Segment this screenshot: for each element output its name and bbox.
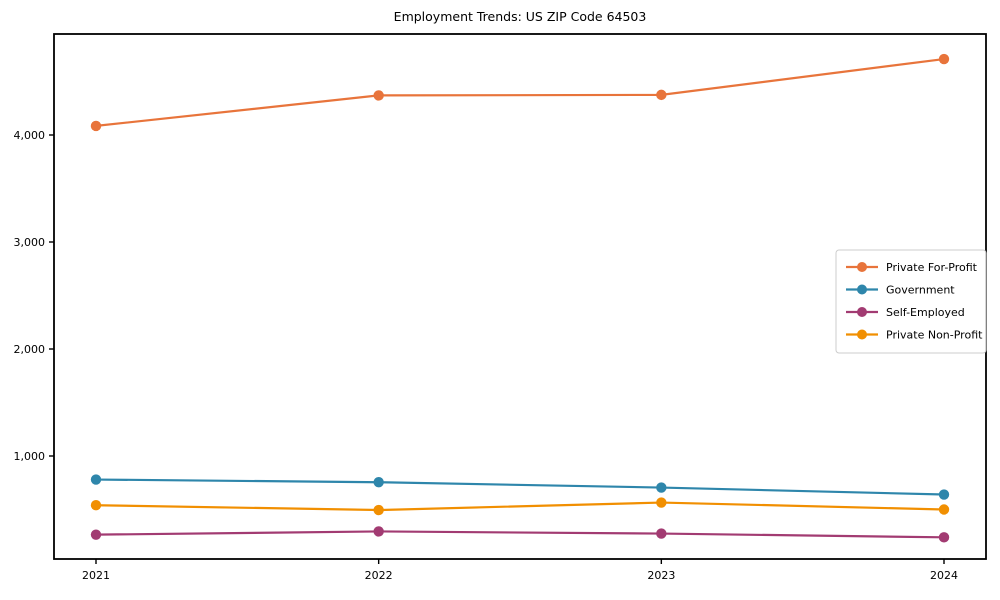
- series-line: [94, 501, 946, 512]
- data-point-marker: [90, 500, 102, 511]
- legend-marker-swatch: [857, 307, 867, 317]
- data-point-marker: [90, 474, 102, 485]
- x-tick-label: 2022: [365, 569, 393, 582]
- chart-title: Employment Trends: US ZIP Code 64503: [393, 9, 647, 24]
- data-point-marker: [373, 526, 384, 537]
- data-point-marker: [373, 504, 384, 516]
- series-line: [94, 478, 946, 496]
- data-point-marker: [656, 497, 667, 508]
- data-point-marker: [90, 529, 102, 540]
- x-tick-label: 2024: [930, 569, 958, 582]
- legend-marker-swatch: [857, 329, 867, 340]
- data-point-marker: [373, 90, 384, 101]
- x-tick-label: 2021: [82, 569, 110, 582]
- legend-label: Private Non-Profit: [886, 329, 983, 342]
- legend-marker-swatch: [857, 284, 867, 295]
- series-line: [94, 57, 946, 128]
- data-point-marker: [373, 477, 384, 488]
- y-tick-label: 4,000: [14, 129, 46, 142]
- y-tick-label: 1,000: [14, 450, 46, 463]
- series-line: [94, 530, 946, 539]
- data-point-marker: [656, 89, 667, 101]
- data-point-marker: [938, 53, 950, 65]
- data-point-marker: [656, 528, 667, 539]
- x-tick-label: 2023: [647, 569, 675, 582]
- legend-marker-swatch: [857, 262, 867, 272]
- y-tick-label: 3,000: [14, 236, 46, 249]
- data-point-marker: [90, 120, 102, 132]
- legend: [835, 249, 987, 354]
- data-point-marker: [938, 489, 950, 500]
- legend-label: Government: [886, 284, 955, 297]
- legend-label: Private For-Profit: [886, 261, 978, 274]
- legend-label: Self-Employed: [886, 306, 965, 319]
- data-point-marker: [938, 532, 950, 543]
- y-tick-label: 2,000: [14, 343, 46, 356]
- data-point-marker: [656, 482, 667, 493]
- data-point-marker: [938, 504, 950, 515]
